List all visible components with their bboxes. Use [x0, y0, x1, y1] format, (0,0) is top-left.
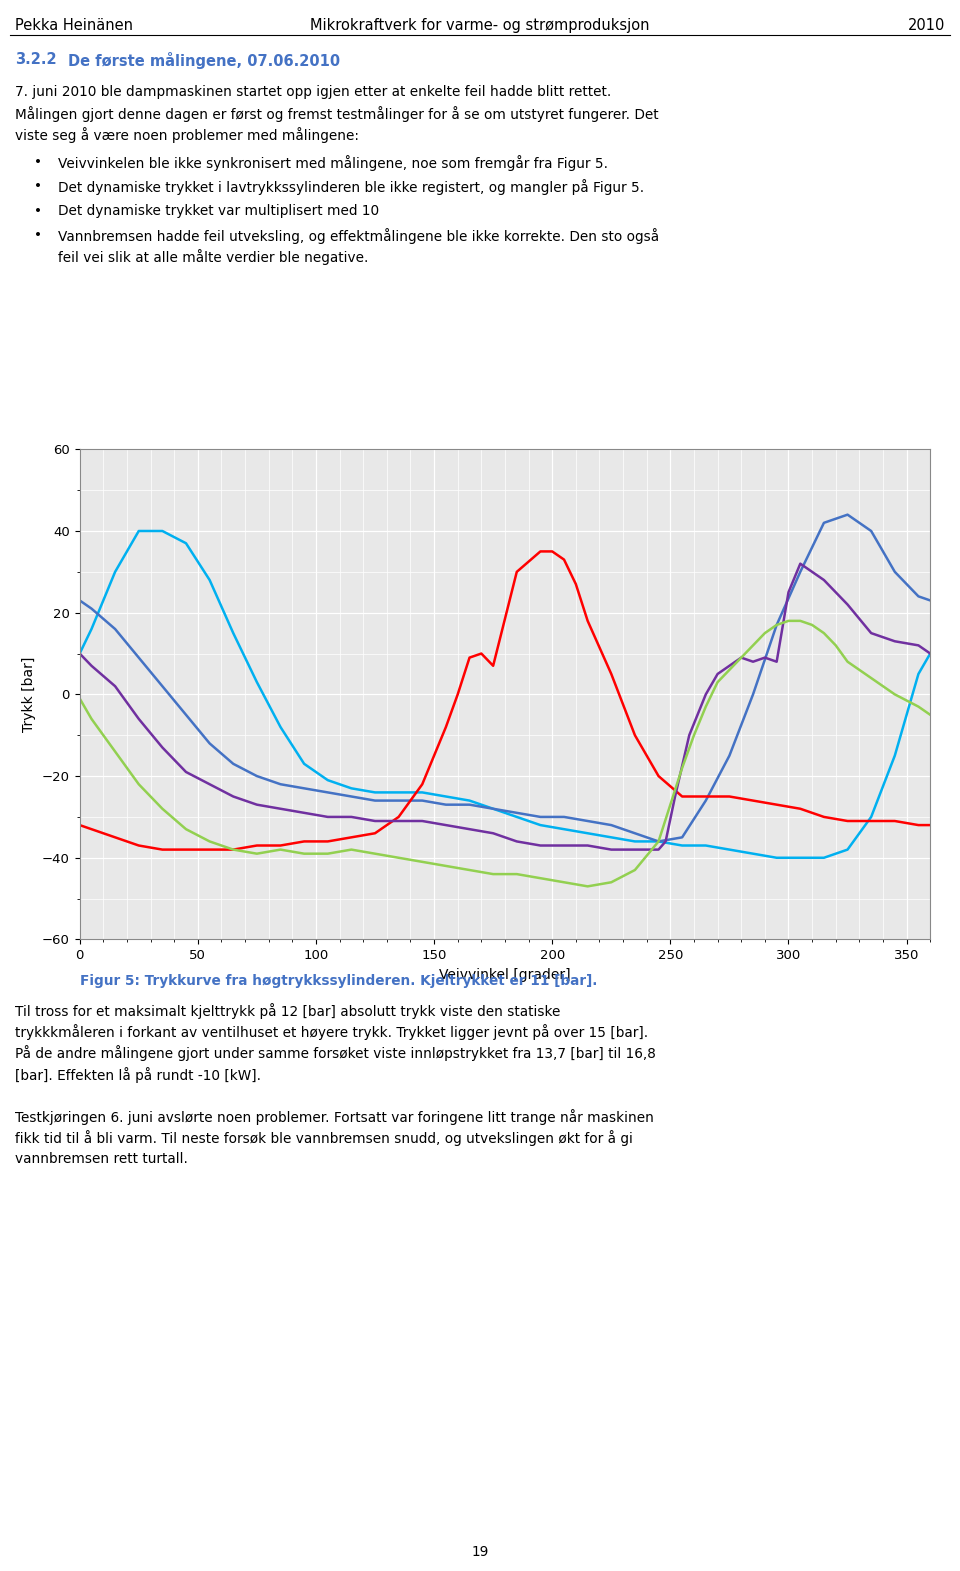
Text: 3.2.2: 3.2.2	[15, 52, 57, 68]
Text: Målingen gjort denne dagen er først og fremst testmålinger for å se om utstyret : Målingen gjort denne dagen er først og f…	[15, 107, 659, 123]
Text: Pekka Heinänen: Pekka Heinänen	[15, 17, 133, 33]
Text: Det dynamiske trykket i lavtrykkssylinderen ble ikke registert, og mangler på Fi: Det dynamiske trykket i lavtrykkssylinde…	[59, 179, 644, 195]
Text: 2010: 2010	[907, 17, 945, 33]
Text: viste seg å være noen problemer med målingene:: viste seg å være noen problemer med måli…	[15, 127, 359, 143]
Text: •: •	[35, 228, 42, 242]
Text: 7. juni 2010 ble dampmaskinen startet opp igjen etter at enkelte feil hadde blit: 7. juni 2010 ble dampmaskinen startet op…	[15, 85, 612, 99]
Text: trykkkmåleren i forkant av ventilhuset et høyere trykk. Trykket ligger jevnt på : trykkkmåleren i forkant av ventilhuset e…	[15, 1024, 648, 1040]
Text: Til tross for et maksimalt kjelttrykk på 12 [bar] absolutt trykk viste den stati: Til tross for et maksimalt kjelttrykk på…	[15, 1004, 561, 1020]
Text: Mikrokraftverk for varme- og strømproduksjon: Mikrokraftverk for varme- og strømproduk…	[310, 17, 650, 33]
Y-axis label: Trykk [bar]: Trykk [bar]	[22, 657, 36, 732]
Text: Vannbremsen hadde feil utveksling, og effektmålingene ble ikke korrekte. Den sto: Vannbremsen hadde feil utveksling, og ef…	[59, 228, 660, 244]
Text: Veivvinkelen ble ikke synkronisert med målingene, noe som fremgår fra Figur 5.: Veivvinkelen ble ikke synkronisert med m…	[59, 156, 609, 171]
Text: feil vei slik at alle målte verdier ble negative.: feil vei slik at alle målte verdier ble …	[59, 250, 369, 265]
Text: Testkjøringen 6. juni avslørte noen problemer. Fortsatt var foringene litt trang: Testkjøringen 6. juni avslørte noen prob…	[15, 1109, 654, 1125]
Text: Det dynamiske trykket var multiplisert med 10: Det dynamiske trykket var multiplisert m…	[59, 204, 379, 218]
Text: •: •	[35, 179, 42, 193]
Text: På de andre målingene gjort under samme forsøket viste innløpstrykket fra 13,7 [: På de andre målingene gjort under samme …	[15, 1046, 656, 1062]
Text: fikk tid til å bli varm. Til neste forsøk ble vannbremsen snudd, og utvekslingen: fikk tid til å bli varm. Til neste forsø…	[15, 1131, 633, 1147]
Text: Figur 5: Trykkurve fra høgtrykkssylinderen. Kjeltrykket er 11 [bar].: Figur 5: Trykkurve fra høgtrykkssylinder…	[80, 974, 597, 988]
Text: vannbremsen rett turtall.: vannbremsen rett turtall.	[15, 1152, 188, 1166]
X-axis label: Veivvinkel [grader]: Veivvinkel [grader]	[439, 968, 571, 982]
Text: 19: 19	[471, 1544, 489, 1558]
Text: [bar]. Effekten lå på rundt -10 [kW].: [bar]. Effekten lå på rundt -10 [kW].	[15, 1067, 261, 1082]
Text: De første målingene, 07.06.2010: De første målingene, 07.06.2010	[68, 52, 340, 69]
Text: •: •	[35, 204, 42, 218]
Text: •: •	[35, 156, 42, 170]
